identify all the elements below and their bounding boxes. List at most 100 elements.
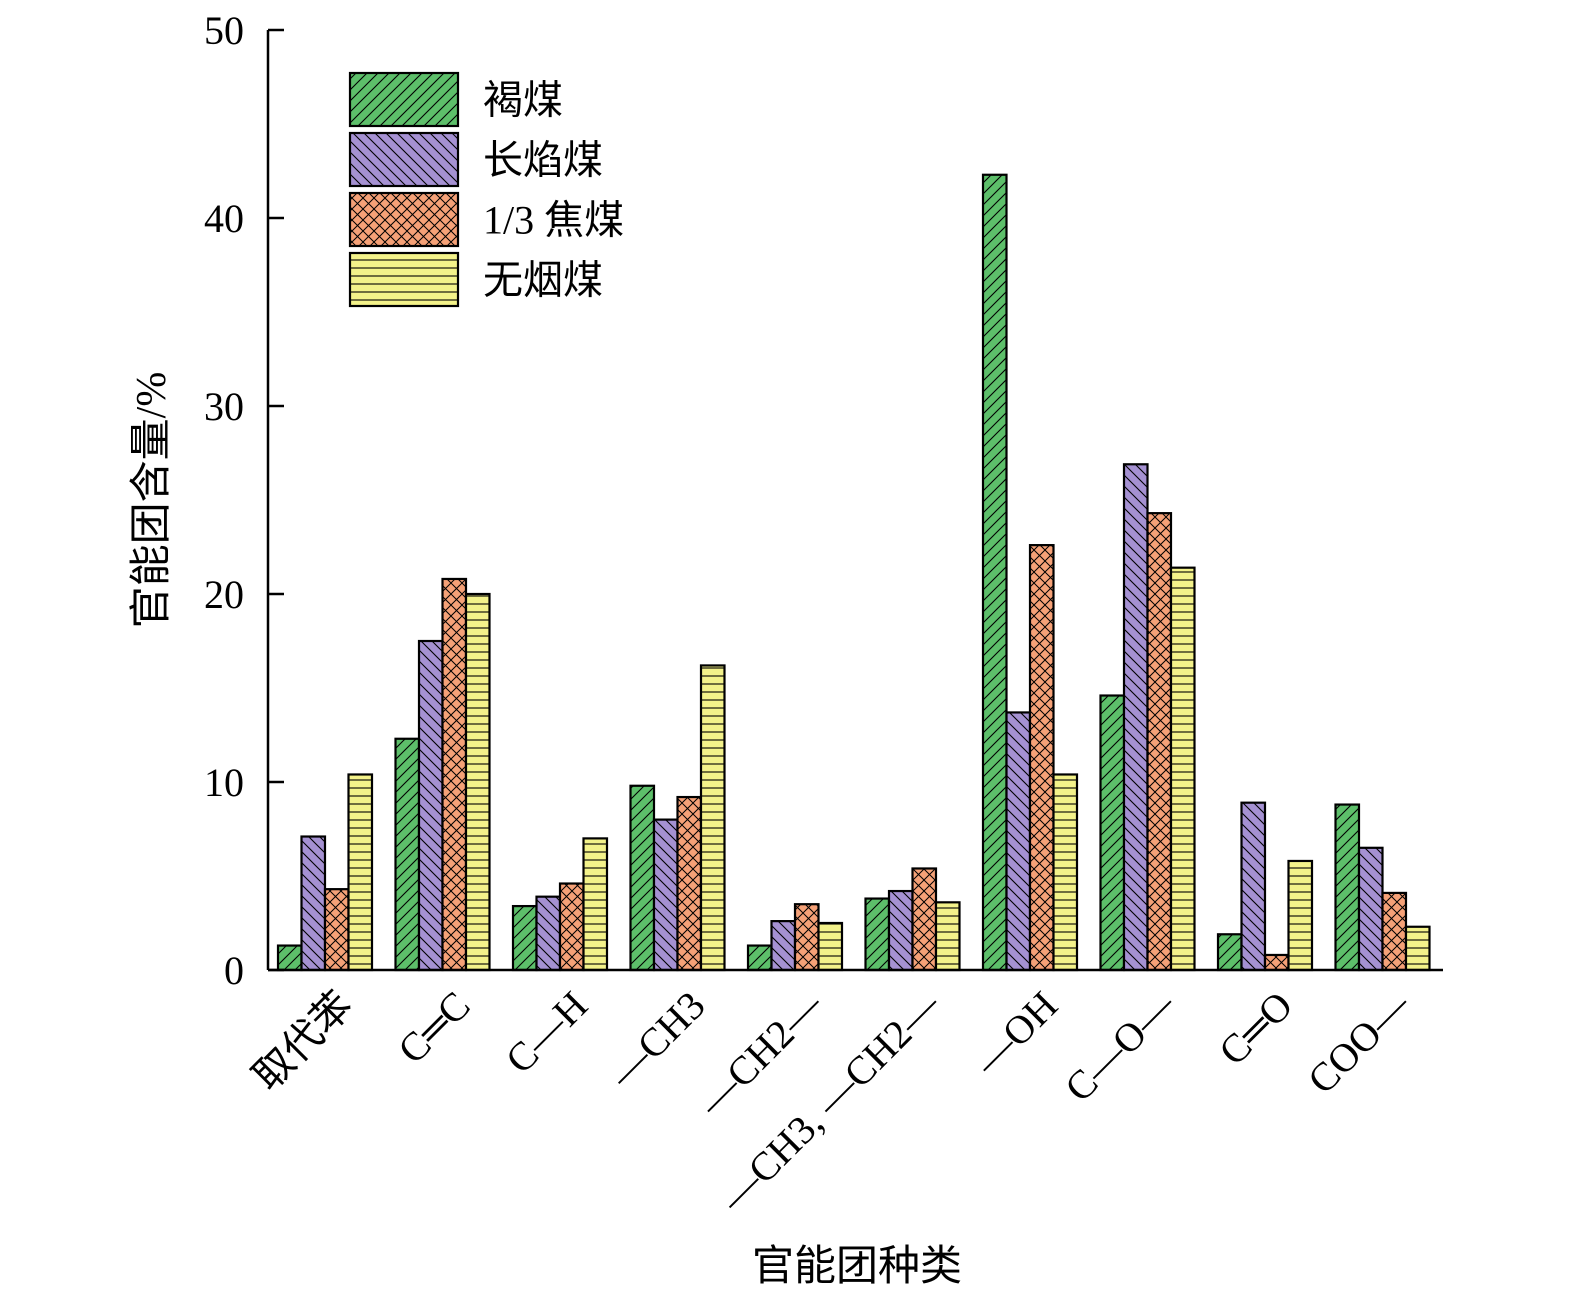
bar bbox=[417, 639, 444, 972]
x-category-label: COO— bbox=[1299, 982, 1420, 1103]
bar bbox=[1052, 773, 1079, 972]
y-tick-label: 30 bbox=[204, 384, 244, 429]
bar bbox=[1146, 512, 1173, 972]
bar bbox=[629, 784, 656, 972]
bar-outline bbox=[323, 888, 350, 972]
bar-outline bbox=[276, 944, 303, 972]
legend-item: 无烟煤 bbox=[348, 251, 603, 308]
bar-outline bbox=[1005, 711, 1032, 972]
bars-group bbox=[276, 173, 1431, 972]
bar-outline bbox=[652, 818, 679, 972]
bar-outline bbox=[1240, 801, 1267, 972]
bar bbox=[1334, 803, 1361, 972]
bar-outline bbox=[300, 835, 327, 972]
bar bbox=[1263, 953, 1290, 972]
bar-outline bbox=[1122, 463, 1149, 972]
y-tick-label: 0 bbox=[224, 948, 244, 993]
bar-outline bbox=[1146, 512, 1173, 972]
bar-outline bbox=[1028, 544, 1055, 972]
y-tick-label: 50 bbox=[204, 8, 244, 53]
bar bbox=[441, 577, 468, 972]
bar-outline bbox=[1334, 803, 1361, 972]
y-axis-title: 官能团含量/% bbox=[128, 372, 175, 629]
bar bbox=[558, 882, 585, 972]
x-axis-title: 官能团种类 bbox=[752, 1243, 962, 1290]
legend-label: 褐煤 bbox=[483, 78, 563, 123]
bar-outline bbox=[1287, 859, 1314, 972]
legend-swatch bbox=[348, 251, 460, 308]
x-category-label: —OH bbox=[964, 983, 1066, 1085]
legend-swatch bbox=[348, 71, 460, 128]
bar-outline bbox=[911, 867, 938, 972]
legend-label: 1/3 焦煤 bbox=[483, 198, 624, 243]
bar bbox=[1099, 694, 1126, 972]
bar-outline bbox=[347, 773, 374, 972]
bar-outline bbox=[981, 173, 1008, 972]
bar bbox=[652, 818, 679, 972]
bar bbox=[511, 904, 538, 972]
bar-outline bbox=[676, 795, 703, 972]
bar-outline bbox=[629, 784, 656, 972]
bar-outline bbox=[887, 889, 914, 972]
bar-outline bbox=[864, 897, 891, 972]
x-category-label: —CH3, —CH2— bbox=[710, 982, 949, 1221]
bar-outline bbox=[1263, 953, 1290, 972]
y-tick-label: 40 bbox=[204, 196, 244, 241]
bar-outline bbox=[1381, 891, 1408, 972]
y-tick-label: 20 bbox=[204, 572, 244, 617]
bar bbox=[911, 867, 938, 972]
bar bbox=[394, 737, 421, 972]
bar bbox=[864, 897, 891, 972]
bar-outline bbox=[934, 901, 961, 972]
bar-outline bbox=[558, 882, 585, 972]
bar-outline bbox=[1357, 846, 1384, 972]
bar-outline bbox=[746, 944, 773, 972]
bar bbox=[887, 889, 914, 972]
bar-outline bbox=[1169, 566, 1196, 972]
bar bbox=[817, 921, 844, 972]
legend-swatch bbox=[348, 191, 460, 248]
bar-outline bbox=[511, 904, 538, 972]
bar bbox=[464, 592, 491, 972]
bar bbox=[981, 173, 1008, 972]
bar bbox=[699, 664, 726, 972]
bar-outline bbox=[1099, 694, 1126, 972]
bar bbox=[347, 773, 374, 972]
x-category-label: C═C bbox=[389, 983, 479, 1073]
y-tick-label: 10 bbox=[204, 760, 244, 805]
bar bbox=[300, 835, 327, 972]
x-category-label: C—H bbox=[497, 983, 596, 1082]
bar bbox=[1005, 711, 1032, 972]
bar-outline bbox=[394, 737, 421, 972]
bar bbox=[1122, 463, 1149, 972]
bar bbox=[535, 895, 562, 972]
bar bbox=[770, 920, 797, 972]
bar-outline bbox=[441, 577, 468, 972]
bar-outline bbox=[699, 664, 726, 972]
bar bbox=[1216, 933, 1243, 972]
axes-group bbox=[266, 30, 1443, 972]
y-ticks-group: 0 10 20 30 40 50 bbox=[204, 8, 284, 993]
legend-swatch bbox=[348, 131, 460, 188]
bar bbox=[746, 944, 773, 972]
bar-outline bbox=[817, 921, 844, 972]
bar-outline bbox=[417, 639, 444, 972]
bar-outline bbox=[582, 837, 609, 972]
bar-outline bbox=[535, 895, 562, 972]
x-category-label: C—O— bbox=[1056, 982, 1184, 1110]
legend-item: 长焰煤 bbox=[348, 131, 603, 188]
bar bbox=[793, 903, 820, 972]
x-category-label: 取代苯 bbox=[244, 983, 361, 1100]
bar bbox=[276, 944, 303, 972]
legend-item: 褐煤 bbox=[348, 71, 563, 128]
bar bbox=[676, 795, 703, 972]
bar bbox=[1028, 544, 1055, 972]
x-category-label: C═O bbox=[1210, 983, 1301, 1074]
legend-label: 无烟煤 bbox=[483, 258, 603, 303]
bar bbox=[323, 888, 350, 972]
bar bbox=[934, 901, 961, 972]
legend-item: 1/3 焦煤 bbox=[348, 191, 624, 248]
